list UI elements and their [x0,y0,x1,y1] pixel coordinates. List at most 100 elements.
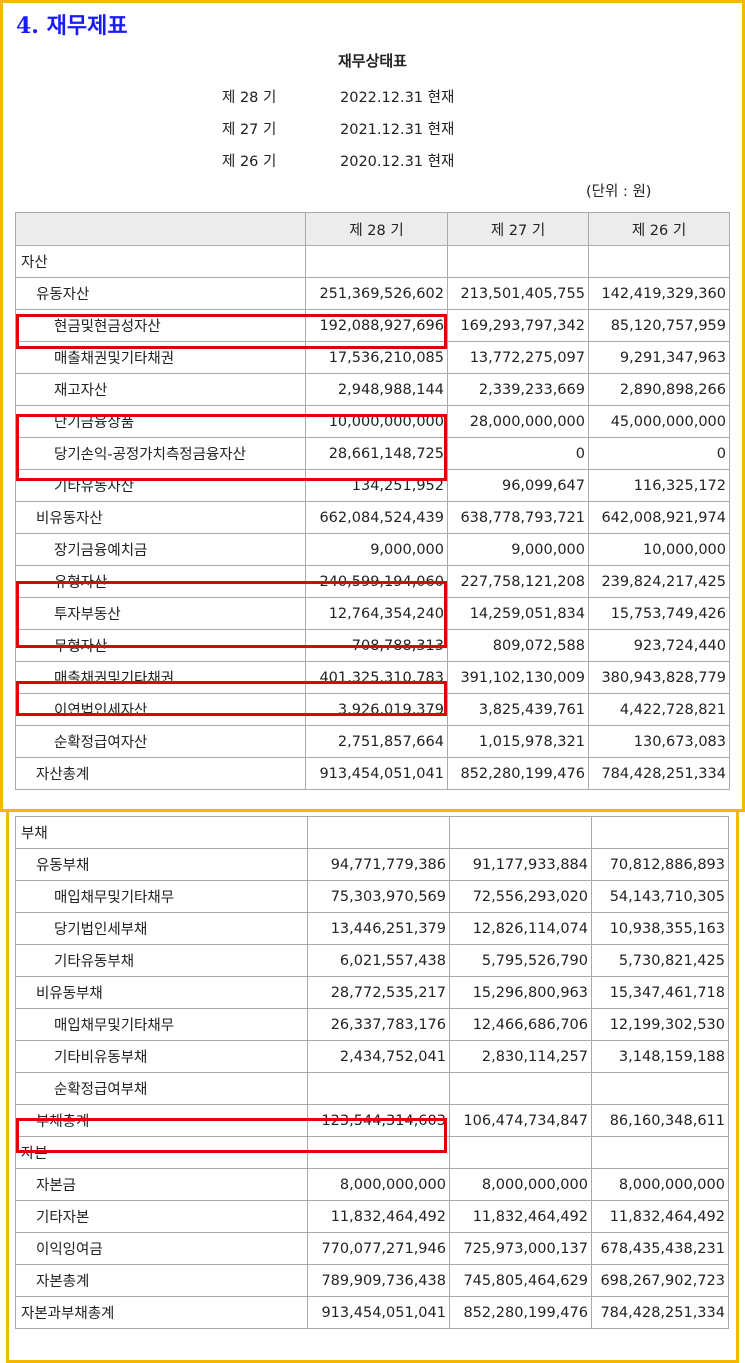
value-cell: 13,446,251,379 [307,912,450,945]
value-cell [449,1136,592,1169]
value-cell: 1,015,978,321 [447,725,589,758]
period-date: 2020.12.31 현재 [340,154,455,170]
period-line: 제 26 기 2020.12.31 현재 [222,150,454,171]
table-row: 비유동부채 28,772,535,217 15,296,800,963 15,347,… [15,976,729,1009]
value-cell: 5,730,821,425 [591,944,729,977]
value-cell: 0 [588,437,730,470]
value-cell [307,816,450,849]
value-cell: 15,296,800,963 [449,976,592,1009]
value-cell: 4,422,728,821 [588,693,730,726]
value-cell [588,245,730,278]
row-label: 비유동부채 [15,976,308,1009]
value-cell: 809,072,588 [447,629,589,662]
value-cell [449,816,592,849]
table-row: 당기법인세부채 13,446,251,379 12,826,114,074 10,93… [15,912,729,945]
table-row: 당기손익-공정가치측정금융자산 28,661,148,725 0 0 [15,437,730,470]
value-cell: 169,293,797,342 [447,309,589,342]
table-row: 매출채권및기타채권 17,536,210,085 13,772,275,097 9,2… [15,341,730,374]
row-label: 매입채무및기타채무 [15,880,308,913]
value-cell [591,816,729,849]
value-cell: 116,325,172 [588,469,730,502]
value-cell: 11,832,464,492 [449,1200,592,1233]
table-row: 단기금융상품 10,000,000,000 28,000,000,000 45,000… [15,405,730,438]
table-row: 현금및현금성자산 192,088,927,696 169,293,797,342 85… [15,309,730,342]
value-cell: 86,160,348,611 [591,1104,729,1137]
assets-table: 제 28 기 제 27 기 제 26 기 자산 유동자산 251,369,526,6… [15,212,730,790]
value-cell [591,1136,729,1169]
value-cell [447,245,589,278]
table-row: 자본과부채총계 913,454,051,041 852,280,199,476 784… [15,1296,729,1329]
value-cell: 123,544,314,603 [307,1104,450,1137]
table-row: 비유동자산 662,084,524,439 638,778,793,721 642,0… [15,501,730,534]
value-cell: 227,758,121,208 [447,565,589,598]
value-cell: 142,419,329,360 [588,277,730,310]
value-cell: 239,824,217,425 [588,565,730,598]
value-cell: 11,832,464,492 [307,1200,450,1233]
value-cell: 96,099,647 [447,469,589,502]
row-label: 부채총계 [15,1104,308,1137]
table-row: 매입채무및기타채무 26,337,783,176 12,466,686,706 12,… [15,1008,729,1041]
row-label: 현금및현금성자산 [15,309,306,342]
table-row: 자본금 8,000,000,000 8,000,000,000 8,000,000,0… [15,1168,729,1201]
table-row: 기타자본 11,832,464,492 11,832,464,492 11,832,4… [15,1200,729,1233]
value-cell: 85,120,757,959 [588,309,730,342]
value-cell: 251,369,526,602 [305,277,448,310]
table-row: 순확정급여부채 [15,1072,729,1105]
value-cell: 913,454,051,041 [307,1296,450,1329]
value-cell: 26,337,783,176 [307,1008,450,1041]
value-cell: 12,466,686,706 [449,1008,592,1041]
value-cell: 15,753,749,426 [588,597,730,630]
table-row: 부채 [15,816,729,849]
value-cell: 2,751,857,664 [305,725,448,758]
table-row: 기타유동자산 134,251,952 96,099,647 116,325,172 [15,469,730,502]
table-row: 부채총계 123,544,314,603 106,474,734,847 86,160… [15,1104,729,1137]
period-date: 2021.12.31 현재 [340,122,455,138]
value-cell: 784,428,251,334 [588,757,730,790]
value-cell: 9,000,000 [447,533,589,566]
row-label: 자본 [15,1136,308,1169]
table-row: 순확정급여자산 2,751,857,664 1,015,978,321 130,673… [15,725,730,758]
statement-title: 재무상태표 [337,52,407,70]
table-row: 매출채권및기타채권 401,325,310,783 391,102,130,009 3… [15,661,730,694]
table-row: 유동부채 94,771,779,386 91,177,933,884 70,812,8… [15,848,729,881]
table-row: 유형자산 240,599,194,060 227,758,121,208 239,82… [15,565,730,598]
table-row: 재고자산 2,948,988,144 2,339,233,669 2,890,898,… [15,373,730,406]
table-row: 무형자산 708,788,313 809,072,588 923,724,440 [15,629,730,662]
row-label: 이익잉여금 [15,1232,308,1265]
period-date: 2022.12.31 현재 [340,90,455,106]
value-cell: 852,280,199,476 [449,1296,592,1329]
value-cell: 391,102,130,009 [447,661,589,694]
value-cell: 2,890,898,266 [588,373,730,406]
header-blank [15,212,306,246]
row-label: 재고자산 [15,373,306,406]
table-row: 기타비유동부채 2,434,752,041 2,830,114,257 3,148,1… [15,1040,729,1073]
value-cell: 698,267,902,723 [591,1264,729,1297]
value-cell: 380,943,828,779 [588,661,730,694]
value-cell: 2,830,114,257 [449,1040,592,1073]
period-label: 제 26 기 [222,154,277,170]
value-cell: 12,199,302,530 [591,1008,729,1041]
value-cell: 192,088,927,696 [305,309,448,342]
value-cell: 6,021,557,438 [307,944,450,977]
value-cell: 15,347,461,718 [591,976,729,1009]
table-row: 매입채무및기타채무 75,303,970,569 72,556,293,020 54,… [15,880,729,913]
value-cell: 8,000,000,000 [591,1168,729,1201]
value-cell: 913,454,051,041 [305,757,448,790]
value-cell: 13,772,275,097 [447,341,589,374]
table-row: 이연법인세자산 3,926,019,379 3,825,439,761 4,422,7… [15,693,730,726]
column-header: 제 27 기 [447,212,589,246]
value-cell: 75,303,970,569 [307,880,450,913]
value-cell: 72,556,293,020 [449,880,592,913]
column-header: 제 26 기 [588,212,730,246]
value-cell: 745,805,464,629 [449,1264,592,1297]
row-label: 자본과부채총계 [15,1296,308,1329]
unit-label: (단위 : 원) [586,184,652,200]
value-cell: 94,771,779,386 [307,848,450,881]
value-cell: 770,077,271,946 [307,1232,450,1265]
period-label: 제 28 기 [222,90,277,106]
value-cell: 9,291,347,963 [588,341,730,374]
value-cell: 0 [447,437,589,470]
value-cell: 91,177,933,884 [449,848,592,881]
row-label: 유동부채 [15,848,308,881]
value-cell: 54,143,710,305 [591,880,729,913]
